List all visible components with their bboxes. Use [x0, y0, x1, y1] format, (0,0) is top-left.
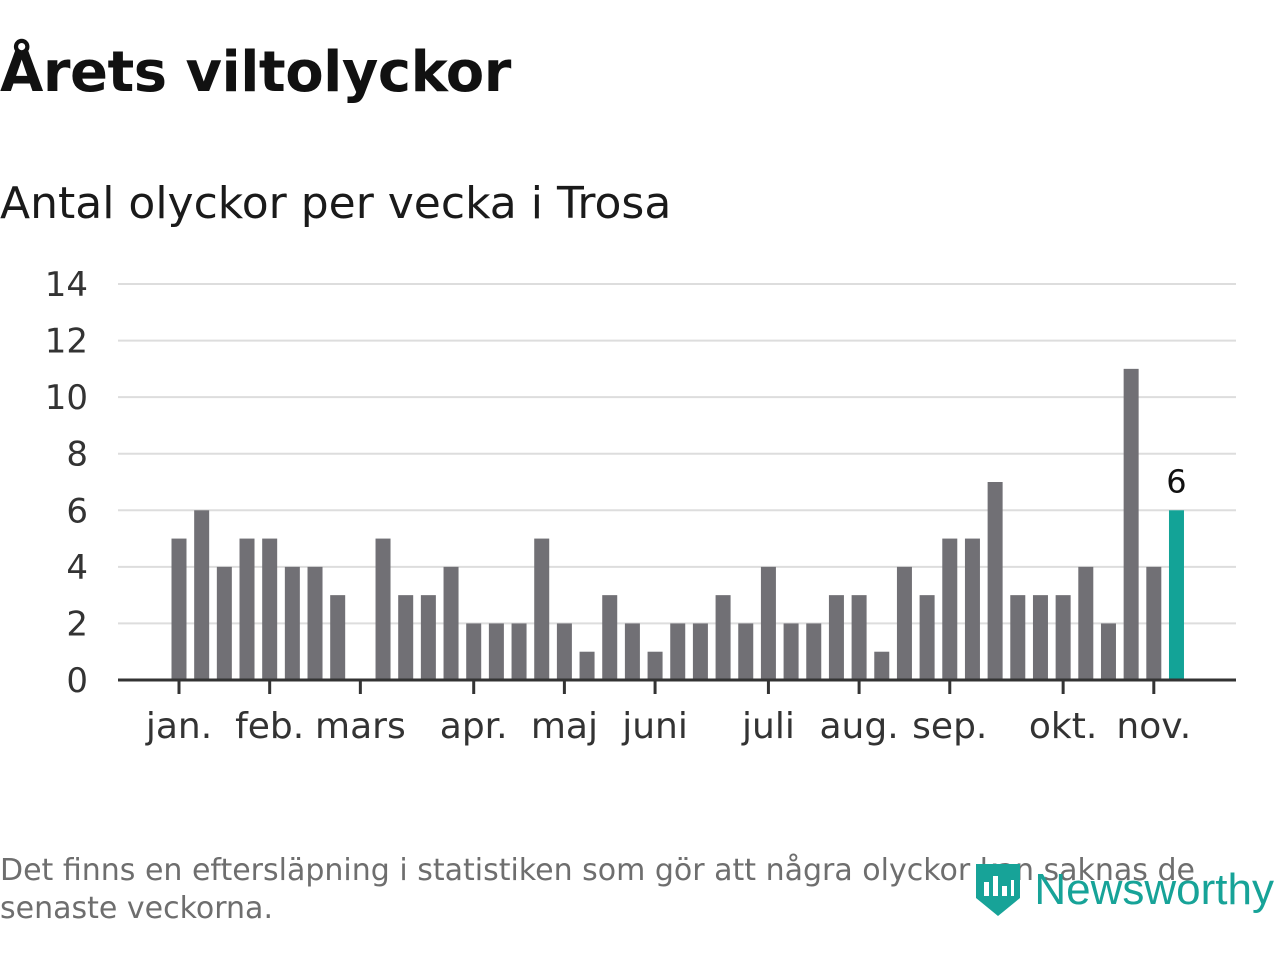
bar [760, 566, 776, 680]
y-tick-label: 2 [66, 604, 88, 644]
bar [1146, 566, 1162, 680]
bar [579, 651, 595, 680]
x-tick-label: juli [741, 706, 795, 747]
bar [987, 482, 1003, 680]
x-tick-label: okt. [1029, 706, 1097, 747]
bar [534, 538, 550, 680]
x-tick-label: aug. [820, 706, 899, 747]
x-tick-label: sep. [912, 706, 987, 747]
data-label: 6 [1166, 462, 1186, 500]
bar [239, 538, 255, 680]
x-tick-label: nov. [1116, 706, 1191, 747]
chart-title: Årets viltolyckor [0, 40, 511, 105]
bar [964, 538, 980, 680]
bar [715, 595, 731, 680]
y-axis-ticks: 0 2 4 6 8 10 12 14 [45, 265, 88, 701]
y-tick-label: 6 [66, 491, 88, 531]
y-tick-label: 12 [45, 322, 88, 362]
bar [1032, 595, 1048, 680]
bar [602, 595, 618, 680]
y-tick-label: 14 [45, 265, 88, 305]
bar [1100, 623, 1116, 680]
bar [330, 595, 346, 680]
bar [942, 538, 958, 680]
bar [284, 566, 300, 680]
bars: 6 [171, 368, 1187, 680]
bar [511, 623, 527, 680]
brand-logo: Newsworthy [972, 860, 1274, 920]
bar [624, 623, 640, 680]
bar [806, 623, 822, 680]
bar-chart: 0 2 4 6 8 10 12 14 6 jan. feb. mars apr. maj juni jul… [45, 265, 1236, 747]
bar [670, 623, 686, 680]
x-tick-label: feb. [235, 706, 304, 747]
x-axis-ticks: jan. feb. mars apr. maj juni juli aug. sep. okt. n… [145, 680, 1191, 747]
newsworthy-logo-icon [976, 864, 1021, 916]
bar [443, 566, 459, 680]
bar [919, 595, 935, 680]
x-tick-label: mars [315, 706, 406, 747]
bar [556, 623, 572, 680]
chart-subtitle: Antal olyckor per vecka i Trosa [0, 178, 672, 229]
bar [262, 538, 278, 680]
bar [783, 623, 799, 680]
x-tick-label: juni [621, 706, 688, 747]
bar [692, 623, 708, 680]
bar [1010, 595, 1026, 680]
bar [874, 651, 890, 680]
bar [1055, 595, 1071, 680]
bar [420, 595, 436, 680]
x-tick-label: maj [531, 706, 598, 747]
bar [398, 595, 414, 680]
bar [194, 510, 210, 680]
bar [171, 538, 187, 680]
bar [896, 566, 912, 680]
y-tick-label: 10 [45, 378, 88, 418]
bar [851, 595, 867, 680]
bar-highlight [1168, 510, 1184, 680]
bar [307, 566, 323, 680]
bar [466, 623, 482, 680]
bar [216, 566, 232, 680]
y-tick-label: 4 [66, 548, 88, 588]
brand-name: Newsworthy [1034, 865, 1274, 914]
x-tick-label: apr. [440, 706, 508, 747]
y-tick-label: 8 [66, 435, 88, 475]
bar [1123, 368, 1139, 680]
bar [738, 623, 754, 680]
bar [1078, 566, 1094, 680]
x-tick-label: jan. [145, 706, 212, 747]
bar [375, 538, 391, 680]
bar [488, 623, 504, 680]
bar [647, 651, 663, 680]
bar [828, 595, 844, 680]
gridlines [118, 283, 1236, 625]
y-tick-label: 0 [66, 661, 88, 701]
